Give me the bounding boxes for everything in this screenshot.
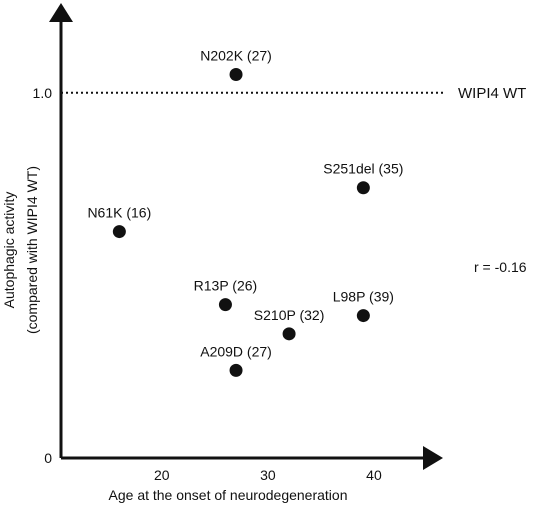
y-tick-label: 1.0 [33,85,53,101]
points-layer: N202K (27) S251del (35) N61K (16) R13P (26)… [87,48,403,377]
data-point [356,309,370,323]
x-axis-arrow [423,446,443,470]
data-point-label: A209D (27) [200,343,272,359]
data-point-label: S251del (35) [323,161,403,177]
data-point-label: S210P (32) [254,307,325,323]
data-point-label: N61K (16) [87,205,151,221]
data-point [218,298,232,312]
x-tick-label: 20 [154,467,170,483]
correlation-annotation: r = -0.16 [474,259,527,275]
y-axis-label-line2: (compared with WIPI4 WT) [24,166,40,334]
data-point-label: L98P (39) [333,289,394,305]
x-tick-label: 40 [366,467,382,483]
data-point-label: R13P (26) [194,278,258,294]
y-tick-label: 0 [44,450,52,466]
x-tick-label: 30 [260,467,276,483]
data-point-label: N202K (27) [200,48,272,64]
data-point [282,327,296,341]
reference-line-label: WIPI4 WT [458,85,526,102]
data-point [112,225,126,239]
y-axis-label-line1: Autophagic activity [1,192,17,309]
y-axis-arrow [49,3,73,22]
data-point [356,181,370,195]
x-axis-label: Age at the onset of neurodegeneration [109,487,348,503]
data-point [229,363,243,377]
data-point [229,68,243,82]
